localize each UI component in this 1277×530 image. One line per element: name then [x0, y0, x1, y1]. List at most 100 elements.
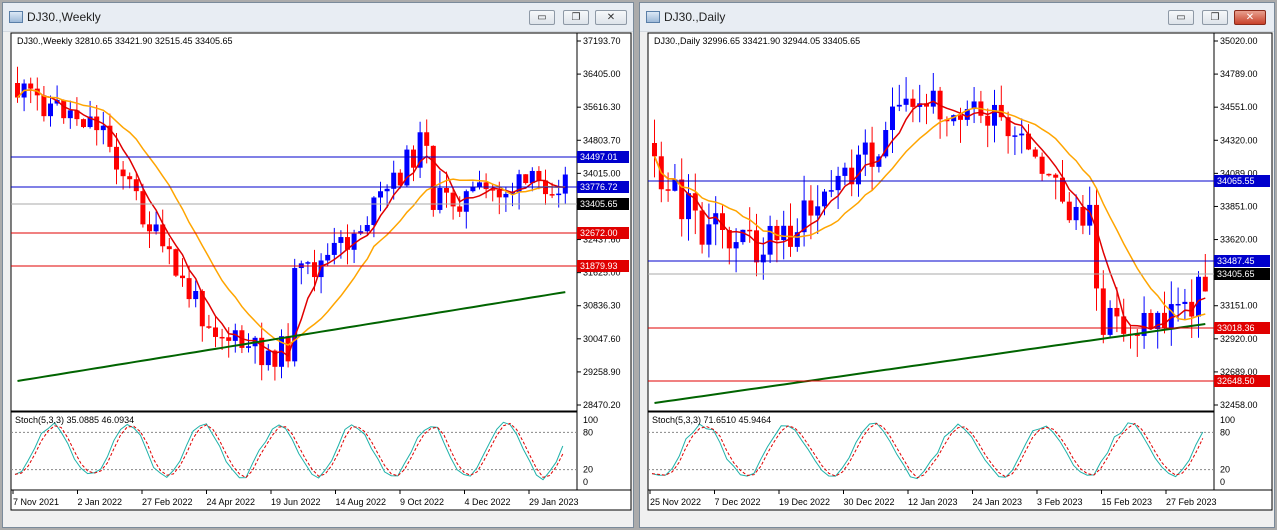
- bearish-candle: [285, 336, 291, 362]
- date-tick-label: 7 Dec 2022: [715, 497, 761, 507]
- price-tick-label: 34015.00: [583, 168, 621, 178]
- bullish-candle: [733, 242, 739, 249]
- bullish-candle: [48, 103, 53, 117]
- stochastic-tick-label: 20: [583, 465, 593, 475]
- price-tag: [1214, 255, 1270, 267]
- bearish-candle: [114, 146, 119, 170]
- bullish-candle: [100, 125, 106, 131]
- bearish-candle: [726, 230, 732, 249]
- stochastic-main-line: [651, 422, 1204, 480]
- bullish-candle: [516, 174, 522, 193]
- bearish-candle: [397, 172, 403, 186]
- bullish-candle: [54, 100, 60, 104]
- bullish-candle: [351, 233, 357, 250]
- price-tag: [577, 260, 629, 272]
- bearish-candle: [1148, 312, 1154, 330]
- date-tick-label: 30 Dec 2022: [844, 497, 895, 507]
- minimize-button[interactable]: ▭: [1168, 10, 1194, 25]
- bullish-candle: [338, 237, 344, 243]
- price-tick-label: 32458.00: [1220, 400, 1258, 410]
- price-tag: [1214, 268, 1270, 280]
- bearish-candle: [41, 95, 47, 117]
- bullish-candle: [265, 350, 271, 366]
- bearish-candle: [206, 326, 212, 328]
- weekly-chart-canvas[interactable]: 37193.70 36405.00 35616.30 34803.70 34015.00…: [3, 3, 633, 527]
- bullish-candle: [67, 110, 73, 119]
- bearish-candle: [457, 206, 463, 212]
- bearish-candle: [699, 210, 705, 245]
- bullish-candle: [503, 193, 509, 198]
- bearish-candle: [1080, 206, 1086, 226]
- price-tick-label: 37193.70: [583, 36, 621, 46]
- bullish-candle: [706, 224, 712, 245]
- daily-title-bar[interactable]: DJ30.,Daily ▭ ❐ ✕: [640, 3, 1274, 32]
- price-tag-label: 33776.72: [580, 182, 618, 192]
- bearish-candle: [1100, 288, 1106, 335]
- date-tick-label: 19 Dec 2022: [779, 497, 830, 507]
- bearish-candle: [133, 179, 139, 192]
- symbol-info: DJ30.,Weekly 32810.65 33421.90 32515.45 …: [17, 36, 233, 46]
- symbol-info: DJ30.,Daily 32996.65 33421.90 32944.05 3…: [654, 36, 860, 46]
- price-tick-label: 32920.00: [1220, 334, 1258, 344]
- restore-button[interactable]: ❐: [1202, 10, 1228, 25]
- bullish-candle: [1175, 303, 1181, 306]
- bearish-candle: [665, 189, 671, 191]
- weekly-title-bar[interactable]: DJ30.,Weekly ▭ ❐ ✕: [3, 3, 633, 32]
- bearish-candle: [160, 224, 166, 247]
- bullish-candle: [378, 191, 383, 198]
- bearish-candle: [450, 192, 456, 207]
- daily-chart-window[interactable]: DJ30.,Daily ▭ ❐ ✕ 35020.00 34789.00 34551.…: [639, 2, 1275, 528]
- bullish-candle: [87, 116, 93, 128]
- fast-moving-average-line: [16, 89, 566, 358]
- bullish-candle: [686, 193, 691, 220]
- bearish-candle: [1189, 301, 1195, 317]
- close-button[interactable]: ✕: [595, 10, 627, 25]
- date-tick-label: 12 Jan 2023: [908, 497, 958, 507]
- daily-window-title: DJ30.,Daily: [664, 10, 726, 24]
- price-tick-label: 35020.00: [1220, 36, 1258, 46]
- slow-moving-average-line: [654, 323, 1206, 404]
- bullish-candle: [890, 106, 895, 131]
- bullish-candle: [318, 260, 324, 278]
- bearish-candle: [808, 200, 814, 216]
- bearish-candle: [1039, 156, 1045, 174]
- stochastic-tick-label: 80: [1220, 427, 1230, 437]
- bullish-candle: [470, 187, 476, 192]
- bullish-candle: [556, 193, 562, 196]
- close-button[interactable]: ✕: [1234, 10, 1266, 25]
- price-tag: [1214, 322, 1270, 334]
- bearish-candle: [1046, 173, 1052, 176]
- daily-chart-canvas[interactable]: 35020.00 34789.00 34551.00 34320.00 34089.00…: [640, 3, 1274, 527]
- bullish-candle: [246, 346, 251, 348]
- bullish-candle: [477, 182, 482, 188]
- bearish-candle: [774, 225, 780, 241]
- price-tick-label: 36405.00: [583, 69, 621, 79]
- bullish-candle: [404, 149, 410, 186]
- restore-button[interactable]: ❐: [563, 10, 589, 25]
- price-tag-label: 34497.01: [580, 152, 618, 162]
- stochastic-tick-label: 20: [1220, 465, 1230, 475]
- bearish-candle: [61, 100, 67, 119]
- bullish-candle: [760, 254, 766, 263]
- stochastic-tick-label: 100: [583, 415, 598, 425]
- bearish-candle: [1066, 201, 1072, 221]
- bearish-candle: [985, 115, 991, 126]
- time-axis: [10, 489, 632, 511]
- minimize-button[interactable]: ▭: [529, 10, 555, 25]
- bearish-candle: [444, 187, 449, 193]
- weekly-chart-window[interactable]: DJ30.,Weekly ▭ ❐ ✕ 37193.70 36405.00 35616…: [2, 2, 634, 528]
- bearish-candle: [1121, 316, 1127, 334]
- price-tag: [1214, 175, 1270, 187]
- bullish-candle: [930, 90, 936, 107]
- slow-moving-average-line: [17, 291, 566, 382]
- bearish-candle: [1134, 334, 1140, 336]
- bearish-candle: [1162, 312, 1167, 329]
- price-tick-label: 29258.90: [583, 367, 621, 377]
- bearish-candle: [720, 213, 725, 231]
- date-tick-label: 14 Aug 2022: [336, 497, 387, 507]
- date-tick-label: 3 Feb 2023: [1037, 497, 1083, 507]
- price-tick-label: 34789.00: [1220, 69, 1258, 79]
- bullish-candle: [781, 225, 787, 241]
- price-tick-label: 34551.00: [1220, 102, 1258, 112]
- bearish-candle: [94, 116, 100, 131]
